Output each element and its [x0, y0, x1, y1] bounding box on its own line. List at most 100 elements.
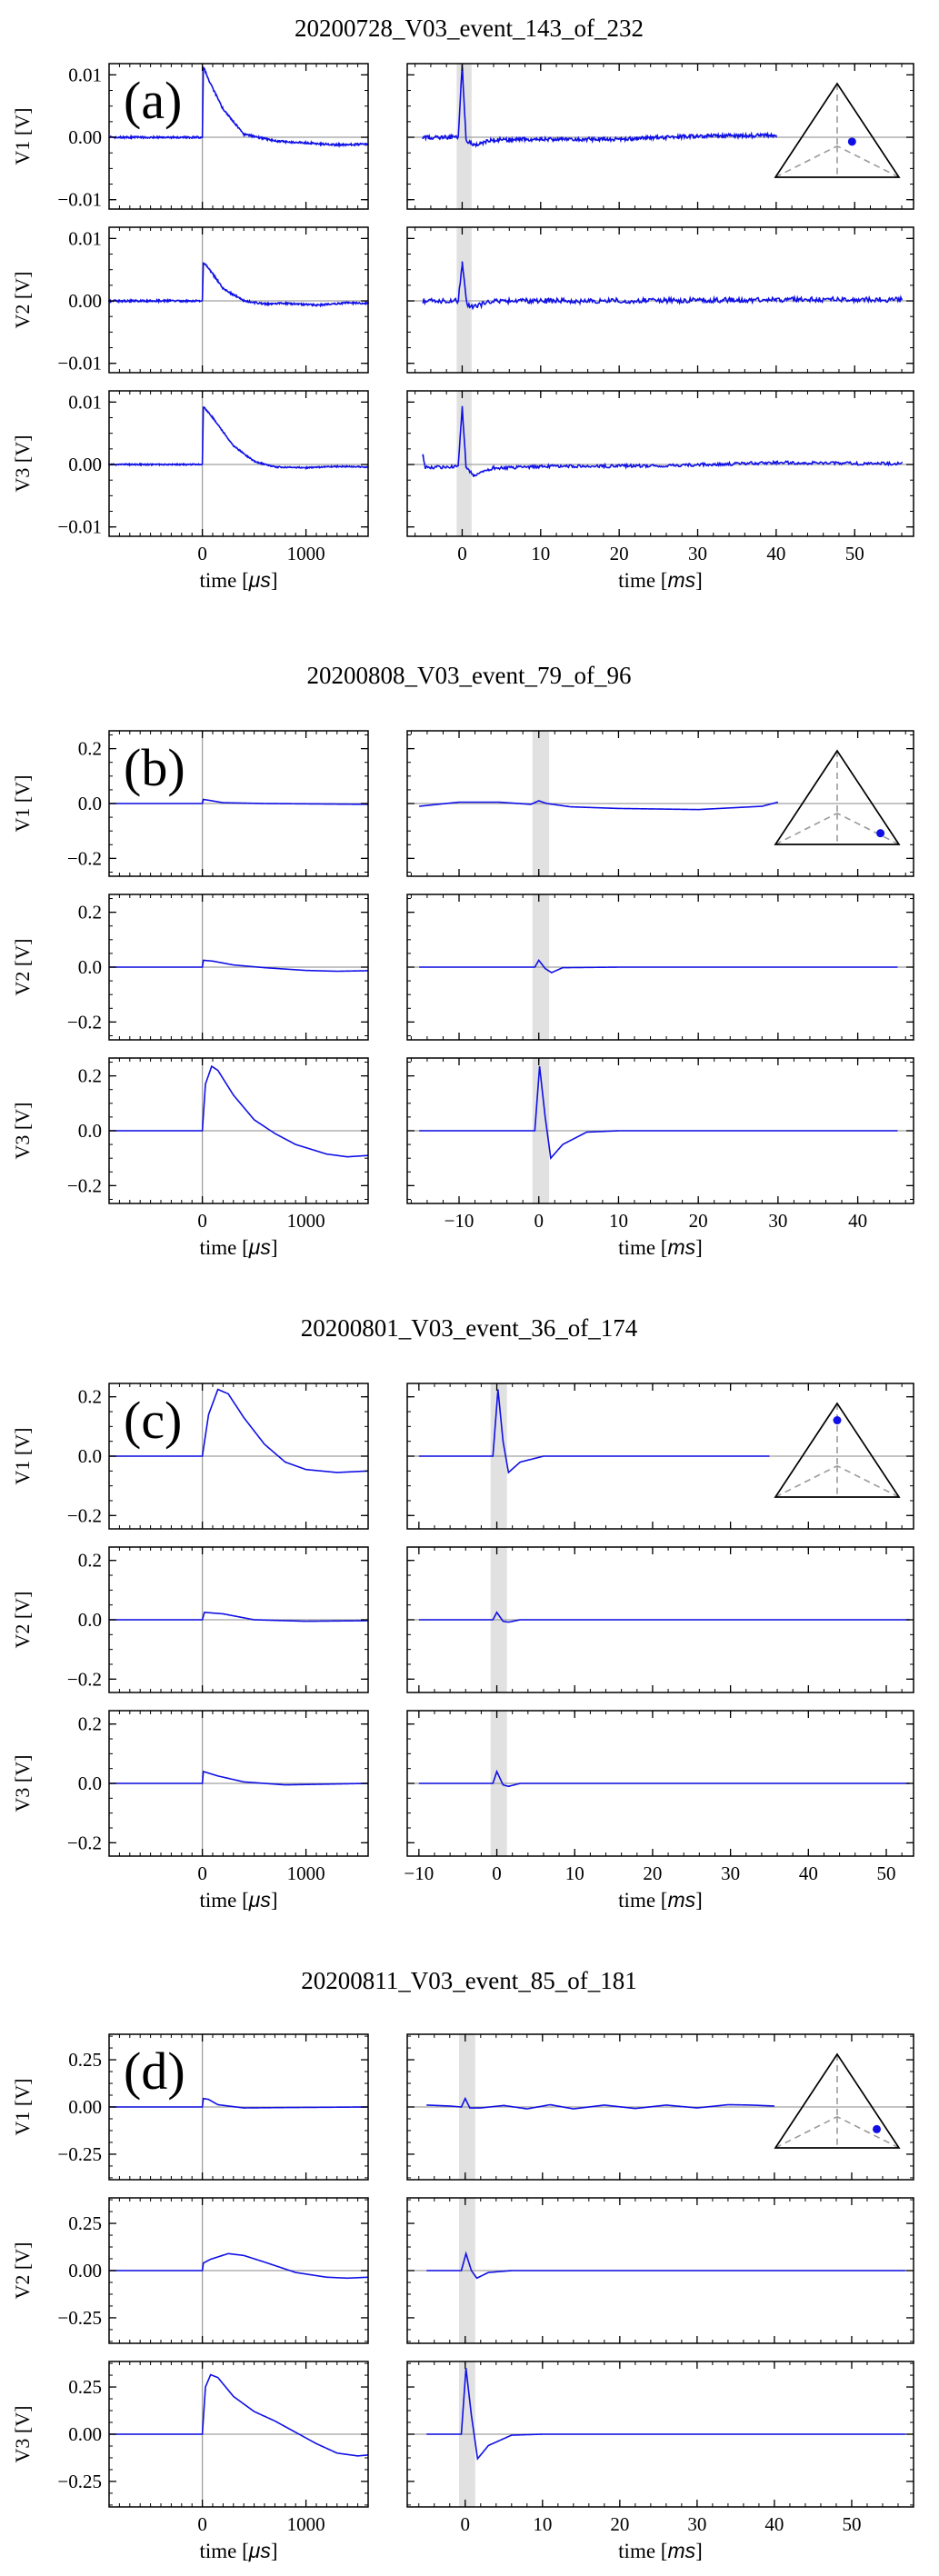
y-axis-label: V1 [V]: [11, 2079, 34, 2136]
subplot-right-1: [406, 730, 914, 877]
y-tick-label: 0.0: [78, 1445, 102, 1467]
y-tick-label: −0.01: [57, 189, 102, 211]
signal-trace: [418, 1611, 910, 1623]
y-axis-label: V1 [V]: [11, 108, 34, 165]
panel-label: (d): [124, 2042, 185, 2101]
subplot-left-1: 0.2 0.0 −0.2 V1 [V]: [11, 1383, 369, 1530]
y-axis-label: V3 [V]: [11, 1755, 34, 1812]
x-tick-label: 10: [533, 2513, 552, 2535]
y-tick-label: 0.2: [78, 902, 102, 924]
signal-trace: [426, 2251, 906, 2280]
dashed-median: [836, 812, 900, 845]
x-tick-label: 40: [799, 1862, 818, 1884]
y-tick-label: 0.01: [68, 391, 102, 413]
x-tick-label: 20: [643, 1862, 662, 1884]
x-axis-label: time [μs]: [199, 2539, 277, 2562]
subplot-right-3: 0 10 20 30 40 50 time [ms]: [406, 2361, 914, 2562]
subplot-left-1: 0.25 0.00 −0.25 V1 [V]: [11, 2033, 369, 2181]
axes-frame: [406, 226, 914, 374]
x-tick-label: 10: [609, 1210, 628, 1232]
subplot-right-3: −10 0 10 20 30 40 time [ms]: [406, 1057, 914, 1259]
signal-trace: [109, 1064, 369, 1158]
sensor-triangle-inset: [774, 82, 901, 178]
signal-trace: [418, 1769, 910, 1788]
group-title: 20200811_V03_event_85_of_181: [301, 1967, 636, 1994]
x-tick-label: 30: [721, 1862, 740, 1884]
subplot-right-2: [406, 2197, 914, 2344]
x-tick-label: 1000: [287, 1210, 325, 1232]
x-tick-label: 30: [687, 2513, 706, 2535]
signal-trace: [422, 405, 903, 477]
y-tick-label: −0.2: [67, 1504, 102, 1526]
triangle-outline: [774, 1402, 901, 1498]
axes-frame: [108, 63, 369, 210]
y-tick-label: −0.2: [67, 847, 102, 869]
x-tick-label: 20: [689, 1210, 708, 1232]
panel-group-d: 20200811_V03_event_85_of_181 0.25 0.00 −0.2…: [11, 1967, 914, 2562]
event-location-dot: [833, 1416, 842, 1425]
panel-label: (a): [124, 71, 182, 130]
x-tick-label: 0: [197, 2513, 207, 2535]
signal-trace: [109, 798, 369, 805]
y-tick-label: 0.00: [68, 2423, 102, 2445]
subplot-right-2: [406, 894, 914, 1041]
dashed-median: [774, 812, 838, 845]
y-tick-label: −0.25: [57, 2471, 102, 2492]
x-tick-label: 10: [565, 1862, 584, 1884]
y-tick-label: 0.0: [78, 1120, 102, 1142]
y-tick-label: 0.0: [78, 1609, 102, 1631]
dashed-median: [774, 2115, 838, 2149]
y-tick-label: 0.00: [68, 126, 102, 148]
signal-trace: [418, 1389, 770, 1474]
x-tick-label: 50: [877, 1862, 896, 1884]
subplot-left-2: 0.01 0.00 −0.01 V2 [V]: [11, 226, 369, 374]
y-tick-label: 0.01: [68, 64, 102, 85]
x-tick-label: −10: [445, 1210, 474, 1232]
y-tick-label: 0.2: [78, 738, 102, 760]
x-tick-label: 0: [461, 2513, 471, 2535]
y-tick-label: 0.2: [78, 1713, 102, 1735]
y-tick-label: 0.00: [68, 2096, 102, 2118]
signal-trace: [109, 959, 369, 973]
y-axis-label: V2 [V]: [11, 272, 34, 329]
panel-group-c: 20200801_V03_event_36_of_174 0.2 0.0 −0.2 V1…: [11, 1314, 914, 1912]
x-tick-label: −10: [404, 1862, 434, 1884]
axes-frame: [108, 226, 369, 374]
subplot-left-3: 0 1000 0.01 0.00 −0.01 V3 [V] time [μs]: [11, 390, 369, 592]
triangle-outline: [774, 2052, 901, 2149]
x-tick-label: 1000: [287, 1862, 325, 1884]
event-location-dot: [847, 137, 856, 146]
dashed-median: [836, 1464, 900, 1498]
sensor-triangle-inset: [774, 749, 901, 845]
subplot-right-3: 0 10 20 30 40 50 time [ms]: [406, 390, 914, 592]
subplot-right-1: [406, 2033, 914, 2181]
x-axis-label: time [μs]: [199, 1888, 277, 1912]
y-tick-label: −0.25: [57, 2143, 102, 2165]
x-tick-label: 0: [457, 543, 467, 564]
axes-frame: [108, 390, 369, 537]
y-tick-label: 0.25: [68, 2212, 102, 2234]
subplot-right-2: [406, 1546, 914, 1693]
y-tick-label: 0.25: [68, 2049, 102, 2071]
signal-trace: [109, 1611, 369, 1622]
group-title: 20200801_V03_event_36_of_174: [301, 1314, 638, 1342]
event-location-dot: [873, 2124, 882, 2133]
y-axis-label: V1 [V]: [11, 775, 34, 833]
signal-trace: [426, 2096, 774, 2110]
subplot-right-1: [406, 63, 914, 210]
subplot-right-2: [406, 226, 914, 374]
y-axis-label: V3 [V]: [11, 2406, 34, 2463]
x-tick-label: 20: [610, 543, 629, 564]
x-tick-label: 20: [610, 2513, 629, 2535]
x-axis-label: time [μs]: [199, 568, 277, 592]
signal-trace: [426, 2368, 906, 2461]
subplot-left-3: 0 1000 0.2 0.0 −0.2 V3 [V] time [μs]: [11, 1057, 369, 1259]
x-tick-label: 40: [848, 1210, 867, 1232]
x-tick-label: 40: [766, 543, 785, 564]
x-tick-label: 1000: [287, 2513, 325, 2535]
x-tick-label: 1000: [287, 543, 325, 564]
subplot-left-2: 0.2 0.0 −0.2 V2 [V]: [11, 894, 369, 1041]
y-tick-label: −0.01: [57, 516, 102, 538]
axes-frame: [406, 63, 914, 210]
subplot-right-1: [406, 1383, 914, 1530]
